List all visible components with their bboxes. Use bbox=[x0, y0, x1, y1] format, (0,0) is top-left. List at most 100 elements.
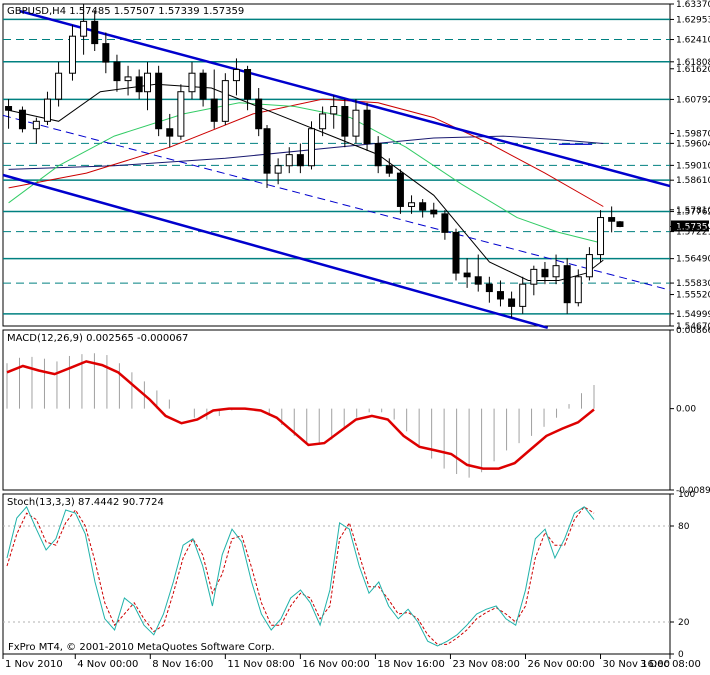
price-title: GBPUSD,H4 1.57485 1.57507 1.57339 1.5735… bbox=[7, 6, 244, 17]
stoch-title: Stoch(13,3,3) 87.4442 90.7724 bbox=[7, 497, 164, 508]
candle-body bbox=[32, 120, 40, 130]
channel-upper-line bbox=[19, 9, 671, 188]
price-tick-label: 1.54999 bbox=[676, 310, 710, 320]
candle-body bbox=[68, 35, 76, 74]
candle-body bbox=[563, 265, 571, 304]
macd-tick-label: 0.00 bbox=[676, 405, 696, 415]
candle-body bbox=[144, 72, 152, 93]
price-tick-label: 1.57221 bbox=[676, 228, 710, 238]
time-tick-label: 11 Nov 08:00 bbox=[227, 659, 294, 670]
price-tick-label: 1.59870 bbox=[676, 130, 710, 140]
candle-body bbox=[18, 109, 26, 130]
time-tick-label: 23 Nov 08:00 bbox=[452, 659, 519, 670]
macd-tick-label: 0.00866 bbox=[676, 326, 710, 336]
candle-body bbox=[210, 98, 218, 122]
stoch-main-line bbox=[6, 505, 595, 647]
price-tick-label: 1.62953 bbox=[676, 15, 710, 25]
candle-body bbox=[155, 72, 163, 130]
candle-body bbox=[385, 165, 393, 174]
stoch-tick-label: 20 bbox=[678, 618, 690, 628]
candle-body bbox=[113, 61, 121, 82]
candle-body bbox=[441, 213, 449, 233]
time-tick-label: 26 Nov 00:00 bbox=[527, 659, 594, 670]
candle-body bbox=[496, 291, 504, 300]
candle-body bbox=[221, 80, 229, 122]
candle-body bbox=[102, 43, 110, 63]
candle-body bbox=[135, 76, 143, 93]
candle-body bbox=[244, 69, 252, 100]
time-tick-label: 8 Nov 16:00 bbox=[152, 659, 213, 670]
candle-body bbox=[255, 98, 263, 130]
candle-body bbox=[585, 254, 593, 278]
time-tick-label: 30 Nov 16:00 bbox=[603, 659, 670, 670]
candle-body bbox=[55, 72, 63, 100]
price-tick-label: 1.56490 bbox=[676, 255, 710, 265]
candle-body bbox=[263, 128, 271, 174]
macd-signal-line bbox=[6, 360, 595, 470]
candle-body bbox=[199, 72, 207, 100]
candle-body bbox=[430, 209, 438, 215]
time-tick-label: 1 Nov 2010 bbox=[5, 659, 63, 670]
ma-fast-line bbox=[8, 83, 604, 281]
candle-body bbox=[177, 91, 185, 137]
price-tick-label: 1.61808 bbox=[676, 58, 710, 68]
channel-lower-line bbox=[2, 173, 549, 330]
candle-body bbox=[597, 217, 605, 256]
candle-body bbox=[285, 154, 293, 167]
copyright-text: FxPro MT4, © 2001-2010 MetaQuotes Softwa… bbox=[8, 642, 275, 653]
candle-body bbox=[508, 298, 516, 307]
price-tick-label: 1.61620 bbox=[676, 65, 710, 75]
candle-body bbox=[43, 98, 51, 122]
candle-body bbox=[352, 109, 360, 137]
time-tick-label: 4 Nov 00:00 bbox=[77, 659, 138, 670]
candle-body bbox=[574, 276, 582, 304]
stoch-tick-label: 100 bbox=[678, 490, 695, 500]
price-tick-label: 1.62410 bbox=[676, 36, 710, 46]
current-price-box bbox=[671, 220, 709, 232]
candle-body bbox=[274, 165, 282, 174]
current-price-label: 1.57359 bbox=[676, 222, 710, 232]
candle-body bbox=[485, 283, 493, 293]
time-tick-label: 18 Nov 16:00 bbox=[377, 659, 444, 670]
price-tick-label: 1.59604 bbox=[676, 139, 710, 149]
candle-body bbox=[319, 113, 327, 130]
candle-body bbox=[374, 143, 382, 167]
candle-body bbox=[408, 202, 416, 207]
candle-body bbox=[552, 265, 560, 278]
candle-body bbox=[188, 72, 196, 93]
candle-body bbox=[330, 106, 338, 115]
candle-body bbox=[541, 268, 549, 278]
macd-title: MACD(12,26,9) 0.002565 -0.000067 bbox=[7, 333, 188, 344]
stoch-tick-label: 80 bbox=[678, 522, 690, 532]
price-tick-label: 1.63370 bbox=[676, 0, 710, 10]
price-tick-label: 1.55520 bbox=[676, 291, 710, 301]
price-tick-label: 1.54670 bbox=[676, 322, 710, 332]
candle-body bbox=[452, 231, 460, 274]
candle-body bbox=[124, 76, 132, 82]
time-tick-label: 3 Dec 08:00 bbox=[640, 659, 701, 670]
candle-body bbox=[463, 272, 471, 278]
macd-panel: 0.00866 0.00 -0.00896 MACD(12,26,9) 0.00256… bbox=[2, 326, 710, 496]
time-tick-label: 16 Nov 00:00 bbox=[302, 659, 369, 670]
candle-body bbox=[608, 217, 616, 222]
candle-body bbox=[166, 128, 174, 137]
stoch-signal-line bbox=[6, 506, 595, 645]
stoch-frame bbox=[2, 493, 671, 655]
candle-body bbox=[5, 106, 13, 111]
price-tick-label: 1.58610 bbox=[676, 176, 710, 186]
candle-body bbox=[307, 128, 315, 167]
candle-body bbox=[80, 20, 88, 37]
stochastic-panel: 100 80 20 0 Stoch(13,3,3) 87.4442 90.7724 bbox=[2, 490, 695, 660]
candle-body bbox=[519, 283, 527, 307]
time-axis: 1 Nov 2010 4 Nov 00:00 8 Nov 16:00 11 Nov 0… bbox=[2, 654, 701, 670]
candle-body bbox=[296, 154, 304, 167]
price-tick-label: 1.60792 bbox=[676, 95, 710, 105]
macd-tick-label: -0.00896 bbox=[676, 486, 710, 496]
price-tick-label: 1.59010 bbox=[676, 161, 710, 171]
price-tick-label: 1.57810 bbox=[676, 206, 710, 216]
candle-body bbox=[474, 276, 482, 285]
candle-body bbox=[341, 106, 349, 137]
